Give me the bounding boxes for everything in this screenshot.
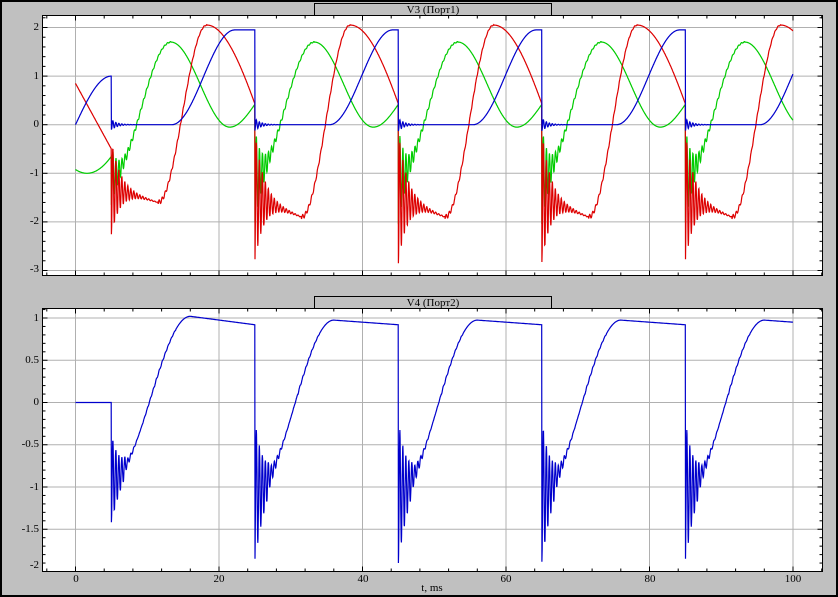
- plot-frame: [42, 15, 823, 276]
- curve-v3-red: [74, 23, 794, 264]
- y-tick-label: -3: [29, 263, 39, 275]
- plot2-canvas[interactable]: [42, 308, 823, 572]
- y-tick-label: -2: [29, 559, 39, 571]
- x-axis-title: t, ms: [421, 582, 443, 594]
- curve-v4-blue: [75, 315, 793, 564]
- y-tick-label: -1: [29, 481, 39, 493]
- y-tick-label: 1: [33, 70, 40, 82]
- curve-v3-blue: [74, 29, 794, 132]
- plot-frame: [42, 308, 823, 572]
- y-tick-label: 0.5: [25, 354, 39, 366]
- plot-area[interactable]: [42, 15, 823, 276]
- x-tick-label: 60: [500, 573, 512, 585]
- y-tick-label: 0: [33, 396, 40, 408]
- y-tick-label: -2: [29, 215, 39, 227]
- y-tick-label: 0: [33, 118, 40, 130]
- x-tick-label: 0: [73, 573, 79, 585]
- plot-area[interactable]: [42, 308, 823, 572]
- x-tick-label: 20: [213, 573, 225, 585]
- y-tick-label: -0.5: [21, 438, 39, 450]
- x-tick-label: 100: [784, 573, 802, 585]
- curve-v3-green: [75, 41, 794, 225]
- y-tick-label: -1: [29, 167, 39, 179]
- y-tick-label: 2: [33, 21, 40, 33]
- y-tick-label: -1.5: [21, 523, 39, 535]
- x-tick-label: 80: [644, 573, 656, 585]
- y-tick-label: 1: [33, 312, 40, 324]
- plot1-canvas[interactable]: [42, 15, 823, 276]
- x-tick-label: 40: [357, 573, 369, 585]
